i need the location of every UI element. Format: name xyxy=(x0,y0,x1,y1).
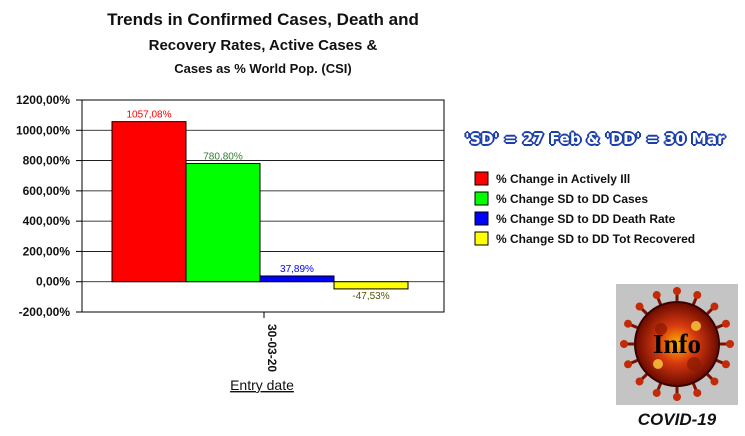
virus-spike-tip xyxy=(652,388,661,397)
covid-logo: Info xyxy=(616,284,738,405)
bars: 1057,08% 780,80% 37,89% -47,53% xyxy=(111,110,409,302)
data-label: 37,89% xyxy=(280,264,314,275)
virus-spike-tip xyxy=(673,393,681,401)
virus-icon: Info xyxy=(620,287,734,401)
bar xyxy=(111,121,187,283)
virus-spike-tip xyxy=(693,291,702,300)
virus-spike-tip xyxy=(624,319,633,328)
data-label: -47,53% xyxy=(352,291,389,302)
virus-spike-tip xyxy=(635,302,644,311)
y-tick-label: 0,00% xyxy=(36,275,70,289)
date-note: 'SD' = 27 Feb & 'DD' = 30 Mar xyxy=(465,130,725,148)
virus-spike-tip xyxy=(652,291,661,300)
bar xyxy=(185,162,261,283)
logo-caption: COVID-19 xyxy=(637,410,717,429)
virus-spike-tip xyxy=(710,302,719,311)
legend-label: % Change SD to DD Death Rate xyxy=(496,212,676,226)
legend-swatch xyxy=(474,231,489,246)
virus-spike-tip xyxy=(693,388,702,397)
virus-spike-tip xyxy=(721,319,730,328)
data-label: 780,80% xyxy=(203,151,243,162)
legend-swatch xyxy=(474,211,489,226)
chart-title-line: Cases as % World Pop. (CSI) xyxy=(174,61,351,76)
virus-spike-tip xyxy=(624,360,633,369)
virus-spike-tip xyxy=(635,377,644,386)
data-label: 1057,08% xyxy=(126,110,171,121)
chart-title: Trends in Confirmed Cases, Death and Reco… xyxy=(107,10,419,76)
chart-title-line: Trends in Confirmed Cases, Death and xyxy=(107,10,419,29)
x-tick-label: 30-03-20 xyxy=(265,324,279,372)
bar xyxy=(259,275,335,283)
y-tick-label: -200,00% xyxy=(19,305,71,319)
virus-spike-tip xyxy=(710,377,719,386)
y-tick-label: 1000,00% xyxy=(16,123,70,137)
y-tick-label: 400,00% xyxy=(23,214,71,228)
axes: 1200,00% 1000,00% 800,00% 600,00% 400,00% 200… xyxy=(16,93,445,393)
legend-swatch xyxy=(474,191,489,206)
y-tick-label: 800,00% xyxy=(23,154,71,168)
virus-spike-tip xyxy=(620,340,628,348)
legend-label: % Change SD to DD Cases xyxy=(496,192,648,206)
legend-label: % Change SD to DD Tot Recovered xyxy=(496,232,695,246)
legend: % Change in Actively Ill % Change SD to D… xyxy=(474,171,695,246)
virus-spike-tip xyxy=(726,340,734,348)
y-tick-label: 600,00% xyxy=(23,184,71,198)
virus-spike-tip xyxy=(721,360,730,369)
y-tick-label: 1200,00% xyxy=(16,93,70,107)
plot-frame xyxy=(81,99,445,313)
legend-label: % Change in Actively Ill xyxy=(496,172,630,186)
x-axis-label: Entry date xyxy=(230,377,294,393)
legend-swatch xyxy=(474,171,489,186)
chart-title-line: Recovery Rates, Active Cases & xyxy=(149,37,378,54)
bar xyxy=(333,281,409,290)
logo-text: Info xyxy=(653,329,701,359)
y-tick-label: 200,00% xyxy=(23,244,71,258)
virus-spike-tip xyxy=(673,287,681,295)
